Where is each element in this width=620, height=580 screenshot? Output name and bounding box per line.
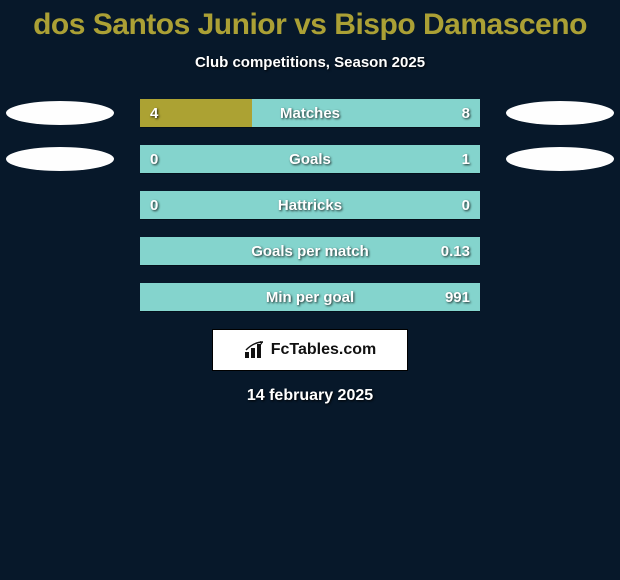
bar-track: 991Min per goal <box>140 283 480 311</box>
decor-ellipse-right <box>506 101 614 125</box>
bar-chart-icon <box>244 341 266 359</box>
value-right: 8 <box>452 99 480 127</box>
value-left: 4 <box>140 99 168 127</box>
value-right: 0.13 <box>431 237 480 265</box>
bar-track: 0 0Hattricks <box>140 191 480 219</box>
stat-row: 0 0Hattricks <box>0 191 620 219</box>
page-subtitle: Club competitions, Season 2025 <box>0 54 620 71</box>
stat-row: 48Matches <box>0 99 620 127</box>
value-right: 0 <box>452 191 480 219</box>
stat-row: 0.13Goals per match <box>0 237 620 265</box>
logo-text: FcTables.com <box>271 341 377 359</box>
date-text: 14 february 2025 <box>0 387 620 405</box>
decor-ellipse-left <box>6 101 114 125</box>
value-left <box>140 283 160 311</box>
value-right: 991 <box>435 283 480 311</box>
stat-row: 0 1Goals <box>0 145 620 173</box>
stat-label: Hattricks <box>140 191 480 219</box>
value-left: 0 <box>140 145 168 173</box>
page-title: dos Santos Junior vs Bispo Damasceno <box>0 0 620 42</box>
bar-track: 48Matches <box>140 99 480 127</box>
bar-track: 0.13Goals per match <box>140 237 480 265</box>
stat-label: Goals <box>140 145 480 173</box>
fctables-logo[interactable]: FcTables.com <box>212 329 408 371</box>
stat-label: Min per goal <box>140 283 480 311</box>
value-left: 0 <box>140 191 168 219</box>
stat-label: Goals per match <box>140 237 480 265</box>
stat-row: 991Min per goal <box>0 283 620 311</box>
value-left <box>140 237 160 265</box>
bar-track: 0 1Goals <box>140 145 480 173</box>
value-right: 1 <box>452 145 480 173</box>
comparison-chart: 48Matches01Goals00Hattricks0.13Goals per… <box>0 99 620 311</box>
decor-ellipse-right <box>506 147 614 171</box>
decor-ellipse-left <box>6 147 114 171</box>
